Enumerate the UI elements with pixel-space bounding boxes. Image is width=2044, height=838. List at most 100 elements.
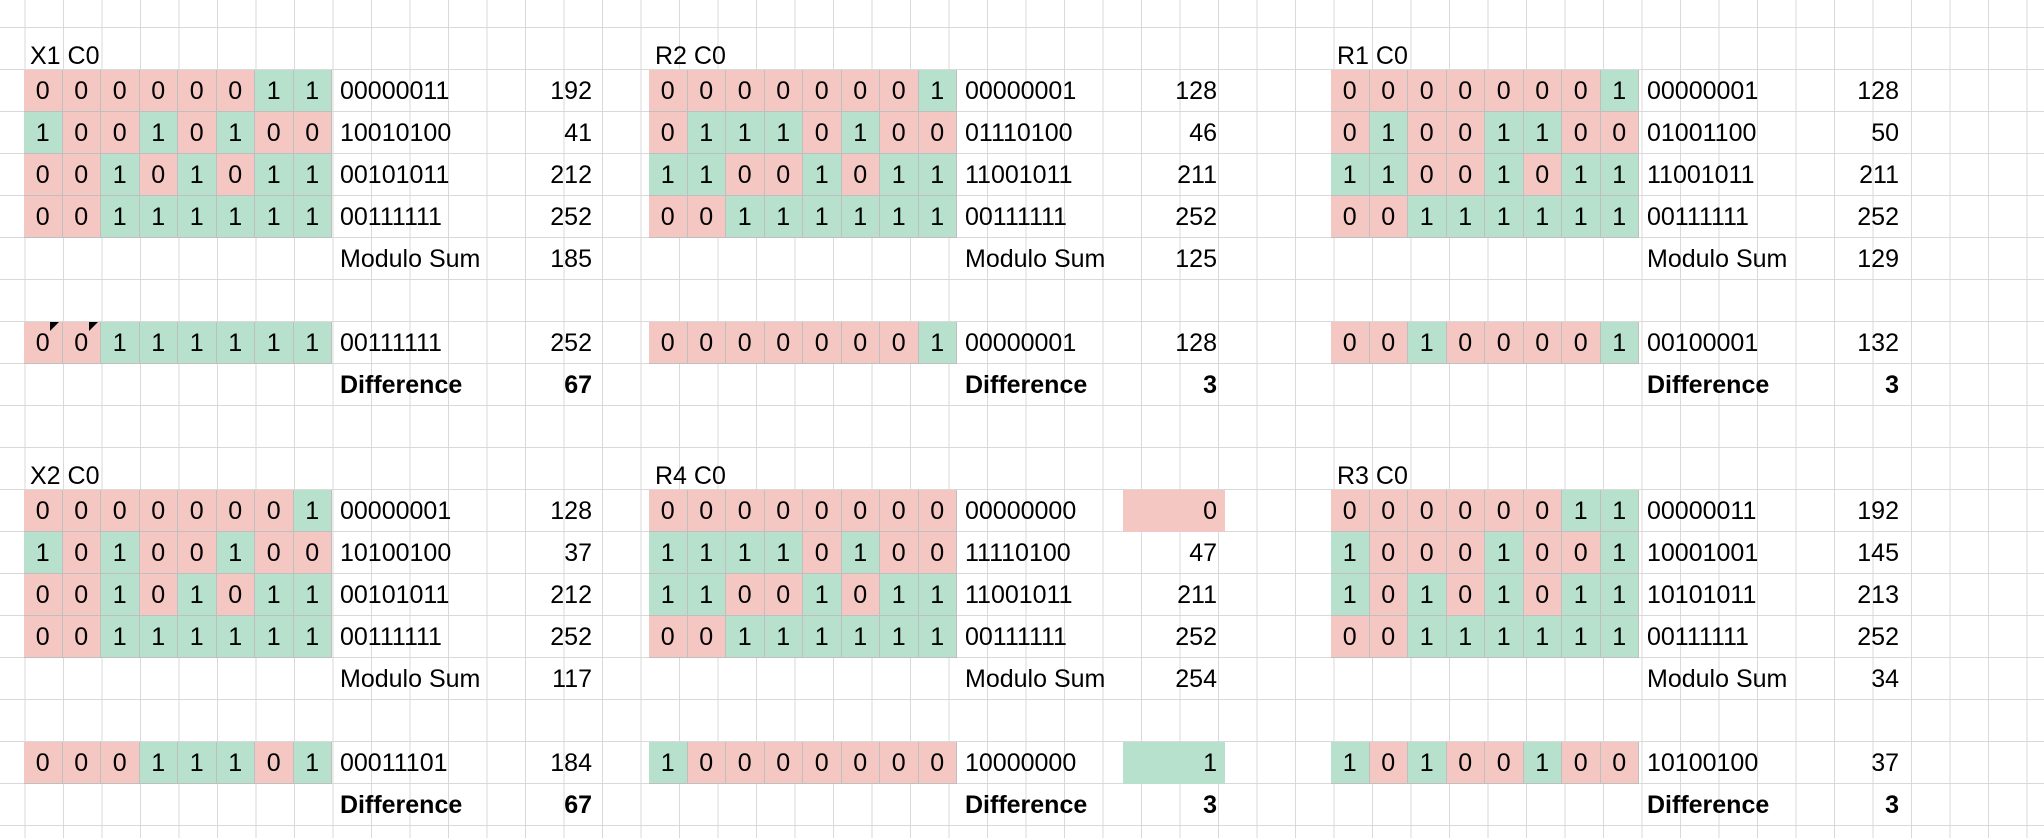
bit-cell[interactable]: 0 <box>24 196 63 238</box>
comment-indicator-icon[interactable] <box>88 322 98 331</box>
decimal-value-cell[interactable]: 37 <box>1871 749 1899 777</box>
bit-cell[interactable]: 0 <box>1562 322 1601 364</box>
bit-cell[interactable]: 1 <box>1523 196 1562 238</box>
bit-cell[interactable]: 0 <box>764 322 803 364</box>
bit-cell[interactable]: 0 <box>139 70 178 112</box>
bit-cell[interactable]: 0 <box>1446 742 1485 784</box>
bit-cell[interactable]: 1 <box>918 322 957 364</box>
bit-cell[interactable]: 0 <box>101 490 140 532</box>
bit-cell[interactable]: 1 <box>139 742 178 784</box>
bit-cell[interactable]: 0 <box>880 70 919 112</box>
bit-cell[interactable]: 0 <box>649 616 688 658</box>
bit-cell[interactable]: 1 <box>101 322 140 364</box>
bit-cell[interactable]: 0 <box>1369 196 1408 238</box>
decimal-value-cell[interactable]: 37 <box>564 539 592 567</box>
bit-cell[interactable]: 0 <box>1446 70 1485 112</box>
bit-cell[interactable]: 1 <box>293 70 332 112</box>
modulo-sum-label[interactable]: Modulo Sum <box>340 245 481 273</box>
decimal-value-cell[interactable]: 132 <box>1857 329 1899 357</box>
decimal-value-cell[interactable]: 50 <box>1871 119 1899 147</box>
bit-cell[interactable]: 0 <box>841 490 880 532</box>
bit-cell[interactable]: 0 <box>24 154 63 196</box>
bit-cell[interactable]: 1 <box>255 616 294 658</box>
decimal-value-cell[interactable]: 211 <box>1859 161 1899 189</box>
decimal-value-cell[interactable]: 145 <box>1857 539 1899 567</box>
decimal-value-cell[interactable]: 192 <box>550 77 592 105</box>
decimal-value-cell[interactable]: 252 <box>550 203 592 231</box>
binary-string-cell[interactable]: 01110100 <box>965 119 1073 147</box>
bit-cell[interactable]: 1 <box>1600 616 1639 658</box>
bit-cell[interactable]: 1 <box>1446 196 1485 238</box>
binary-string-cell[interactable]: 11110100 <box>965 539 1071 567</box>
bit-cell[interactable]: 1 <box>1523 112 1562 154</box>
modulo-sum-value[interactable]: 185 <box>550 245 592 273</box>
bit-cell[interactable]: 0 <box>293 112 332 154</box>
binary-string-cell[interactable]: 10010100 <box>340 119 452 147</box>
bit-cell[interactable]: 1 <box>255 196 294 238</box>
bit-cell[interactable]: 1 <box>1485 616 1524 658</box>
bit-cell[interactable]: 1 <box>216 112 255 154</box>
bit-cell[interactable]: 1 <box>255 574 294 616</box>
bit-cell[interactable]: 1 <box>216 196 255 238</box>
decimal-value-cell[interactable]: 128 <box>1175 329 1217 357</box>
bit-cell[interactable]: 0 <box>1331 196 1370 238</box>
bit-cell[interactable]: 0 <box>1523 154 1562 196</box>
bit-cell[interactable]: 1 <box>687 532 726 574</box>
bit-cell[interactable]: 0 <box>1485 70 1524 112</box>
bit-cell[interactable]: 1 <box>764 196 803 238</box>
bit-cell[interactable]: 0 <box>649 112 688 154</box>
bit-cell[interactable]: 0 <box>1369 70 1408 112</box>
bit-cell[interactable]: 1 <box>178 574 217 616</box>
bit-cell[interactable]: 0 <box>1369 322 1408 364</box>
bit-cell[interactable]: 0 <box>1485 490 1524 532</box>
decimal-value-cell[interactable]: 252 <box>1857 203 1899 231</box>
difference-label[interactable]: Difference <box>1647 371 1770 399</box>
bit-cell[interactable]: 0 <box>726 322 765 364</box>
bit-cell[interactable]: 1 <box>101 616 140 658</box>
bit-cell[interactable]: 1 <box>803 154 842 196</box>
bit-cell[interactable]: 0 <box>139 574 178 616</box>
bit-cell[interactable]: 1 <box>649 742 688 784</box>
difference-label[interactable]: Difference <box>340 791 463 819</box>
bit-cell[interactable]: 0 <box>841 574 880 616</box>
bit-cell[interactable]: 1 <box>1562 616 1601 658</box>
bit-cell[interactable]: 0 <box>24 616 63 658</box>
bit-cell[interactable]: 1 <box>293 574 332 616</box>
bit-cell[interactable]: 1 <box>1485 154 1524 196</box>
bit-cell[interactable]: 0 <box>216 574 255 616</box>
bit-cell[interactable]: 1 <box>101 154 140 196</box>
decimal-value-cell[interactable]: 252 <box>550 623 592 651</box>
binary-string-cell[interactable]: 01001100 <box>1647 119 1757 147</box>
bit-cell[interactable]: 0 <box>1600 742 1639 784</box>
decimal-value-cell[interactable]: 252 <box>1175 203 1217 231</box>
bit-cell[interactable]: 0 <box>1523 574 1562 616</box>
bit-cell[interactable]: 0 <box>880 322 919 364</box>
bit-cell[interactable]: 0 <box>726 490 765 532</box>
decimal-value-cell[interactable]: 47 <box>1189 539 1217 567</box>
bit-cell[interactable]: 1 <box>1562 574 1601 616</box>
modulo-sum-value[interactable]: 34 <box>1871 665 1899 693</box>
bit-cell[interactable]: 0 <box>1446 490 1485 532</box>
decimal-value-cell[interactable]: 212 <box>550 581 592 609</box>
bit-cell[interactable]: 0 <box>880 532 919 574</box>
bit-cell[interactable]: 1 <box>649 532 688 574</box>
bit-cell[interactable]: 0 <box>1408 490 1447 532</box>
bit-cell[interactable]: 1 <box>1600 154 1639 196</box>
bit-cell[interactable]: 1 <box>918 196 957 238</box>
bit-cell[interactable]: 1 <box>139 322 178 364</box>
bit-cell[interactable]: 1 <box>293 154 332 196</box>
difference-value[interactable]: 3 <box>1885 791 1899 819</box>
bit-cell[interactable]: 0 <box>803 322 842 364</box>
bit-cell[interactable]: 0 <box>24 742 63 784</box>
binary-string-cell[interactable]: 10101011 <box>1647 581 1757 609</box>
bit-cell[interactable]: 1 <box>1485 532 1524 574</box>
bit-cell[interactable]: 1 <box>726 616 765 658</box>
bit-cell[interactable]: 1 <box>764 112 803 154</box>
bit-cell[interactable]: 0 <box>687 196 726 238</box>
bit-cell[interactable]: 1 <box>1562 154 1601 196</box>
decimal-value-cell[interactable]: 46 <box>1189 119 1217 147</box>
bit-cell[interactable]: 0 <box>139 154 178 196</box>
decimal-value-cell[interactable]: 252 <box>550 329 592 357</box>
bit-cell[interactable]: 0 <box>216 490 255 532</box>
bit-cell[interactable]: 0 <box>1562 70 1601 112</box>
